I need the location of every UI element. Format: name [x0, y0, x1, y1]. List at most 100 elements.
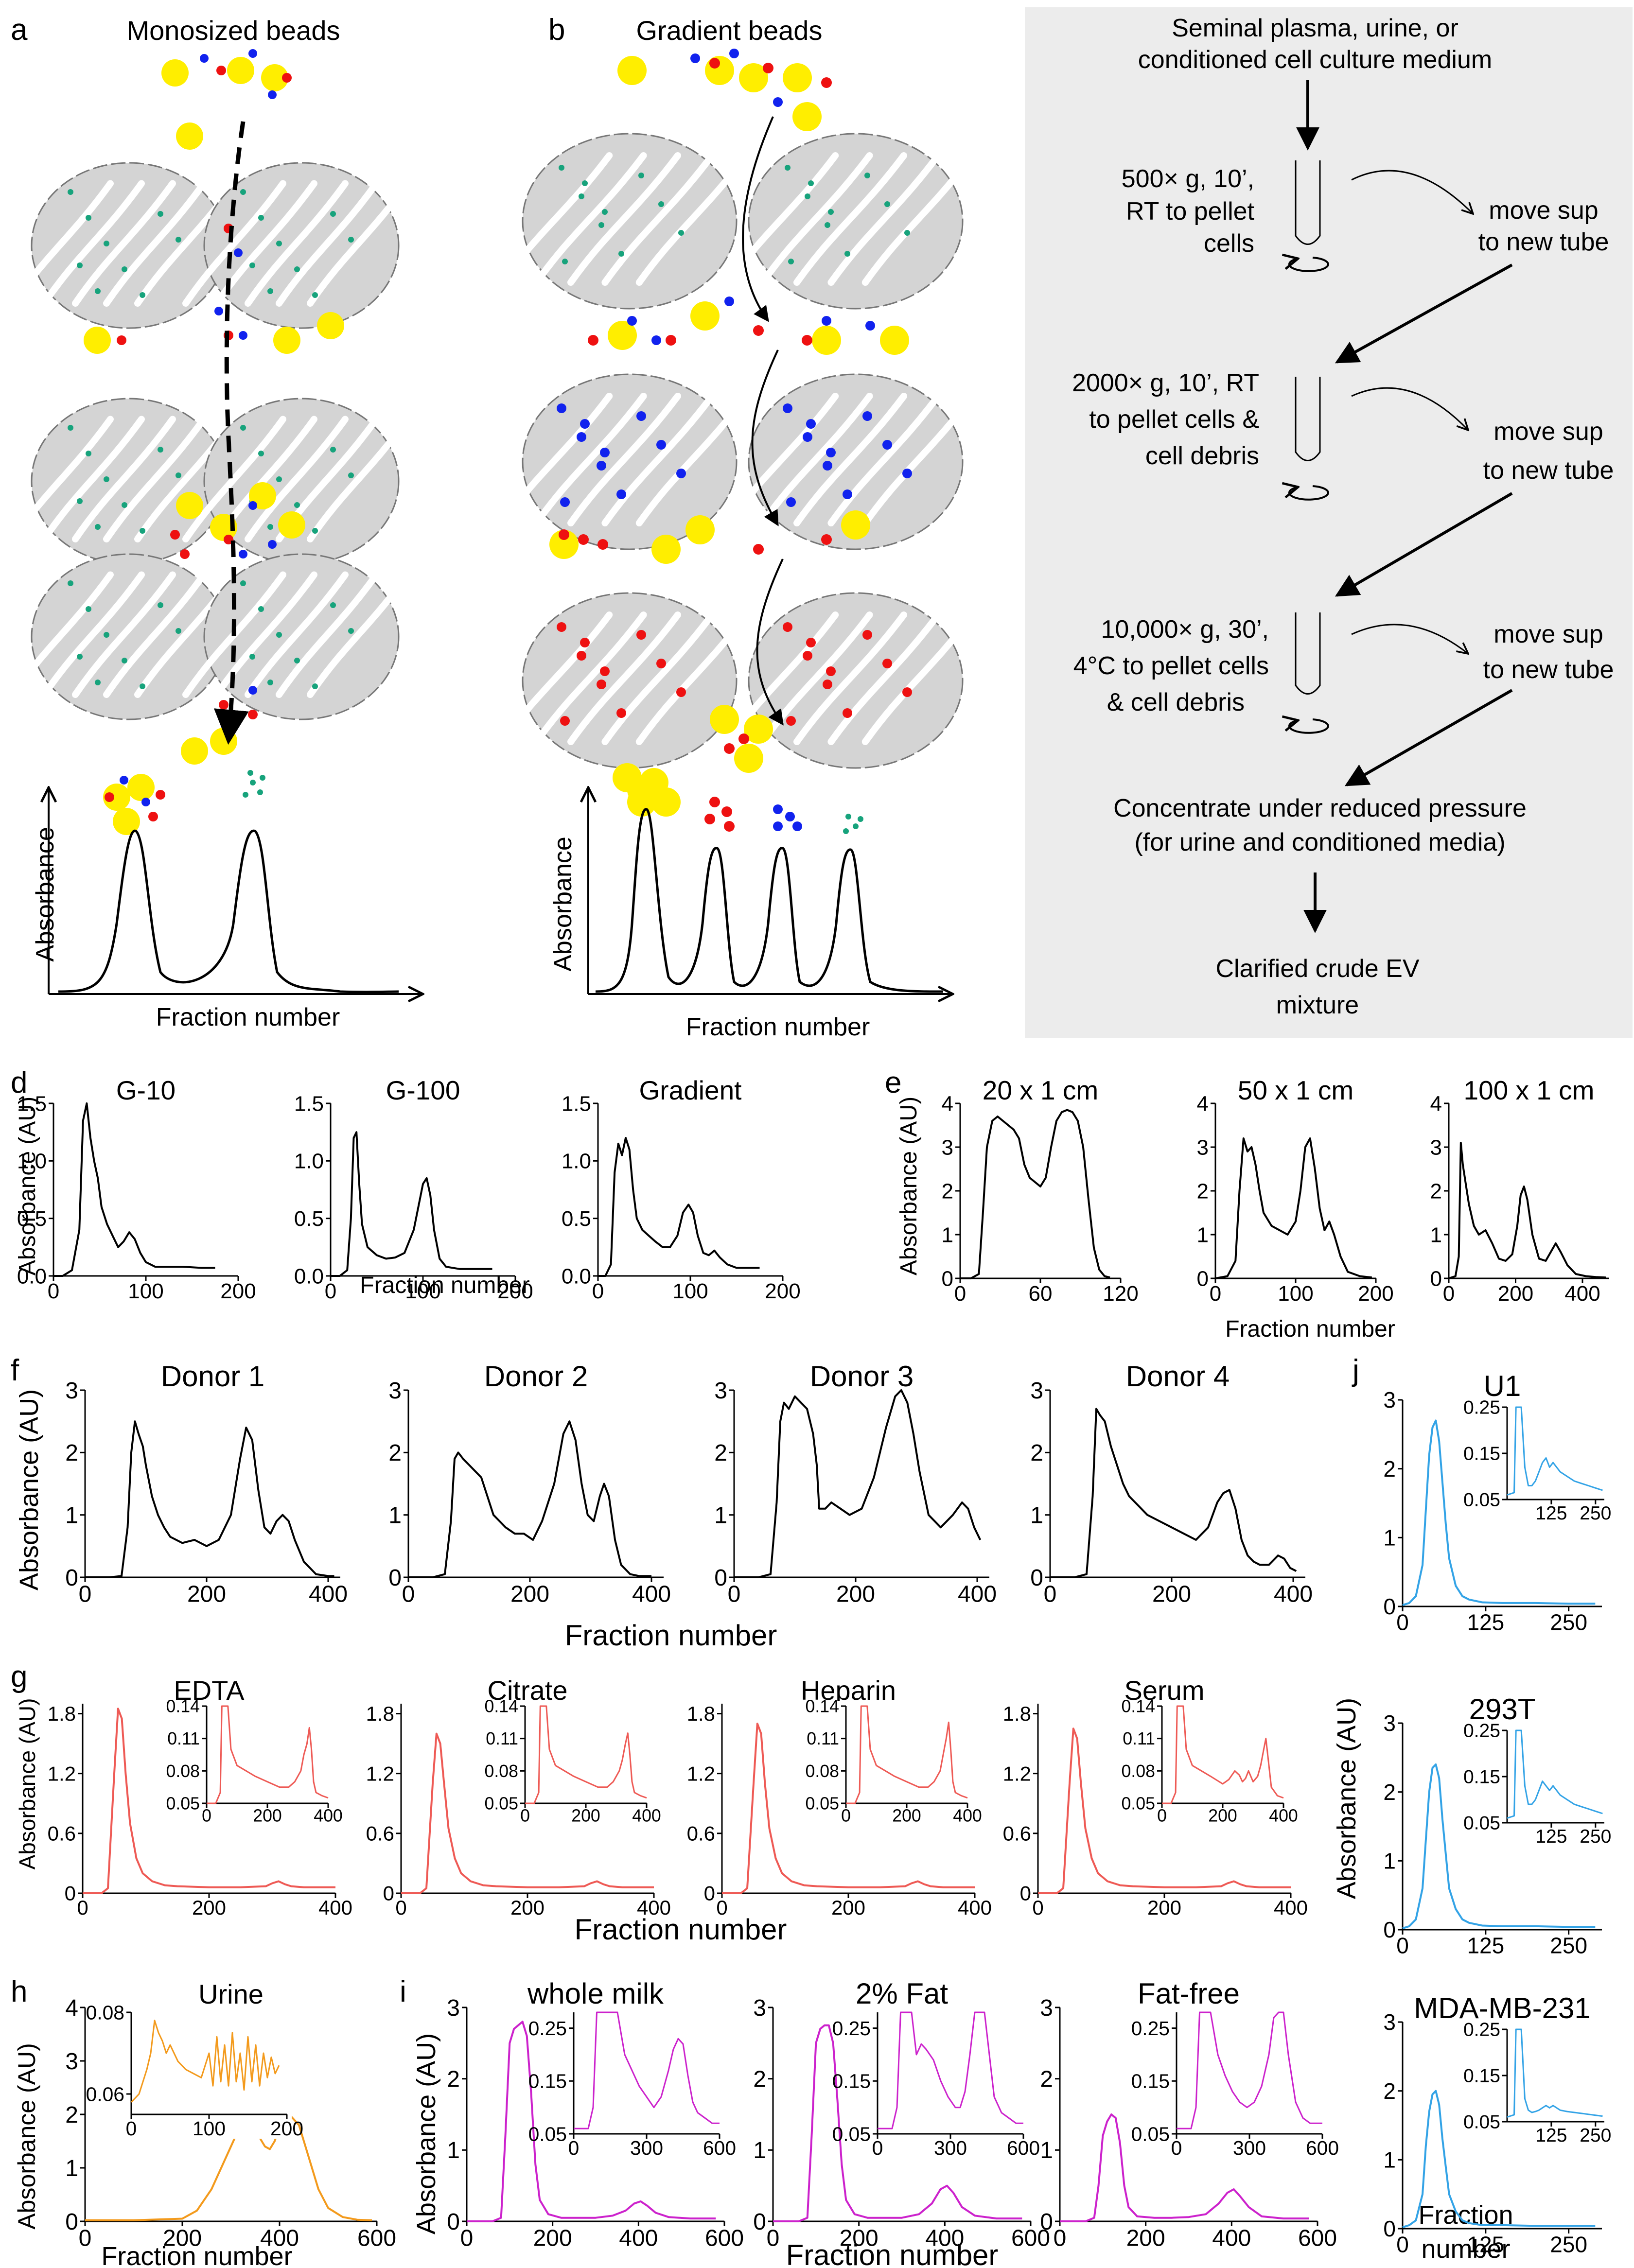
vesicle-yellow [261, 64, 288, 91]
chart-g1-inset-ytick-label: 0.11 [167, 1729, 200, 1748]
chart-i1-ytick-label: 2 [447, 2066, 460, 2092]
protein-blue [651, 335, 661, 345]
chart-f4-xtick-label: 400 [1274, 1581, 1313, 1607]
molecule-dot [656, 659, 666, 668]
panel-c-background [1025, 7, 1633, 1038]
small-molecule-dot [95, 524, 101, 530]
step2-line-1: 2000× g, 10’, RT [1072, 369, 1259, 397]
chart-e1-series-line [960, 1109, 1110, 1279]
molecule-dot [656, 440, 666, 450]
chart-d1: G-10 0.0 0.5 1.0 1.5 0 100 200 [17, 1075, 256, 1303]
chart-j2: 293T 0 1 2 3 0 125 250 0.05 0.15 0.25 125 250 [1383, 1693, 1611, 1958]
vesicle-yellow [608, 321, 637, 350]
chart-j2-title: 293T [1469, 1693, 1536, 1726]
molecule-dot [823, 680, 832, 689]
chart-j3-ytick-label: 2 [1383, 2078, 1396, 2104]
chart-i1-ytick-label: 1 [447, 2138, 460, 2163]
small-molecule-dot [158, 447, 163, 453]
chart-j2-ytick-label: 3 [1383, 1710, 1396, 1736]
chart-d3-series-line [598, 1137, 760, 1277]
chart-d3-xtick-label: 100 [672, 1279, 708, 1303]
schematic-a-xlabel: Fraction number [156, 1003, 340, 1031]
move-sup-1a: move sup [1489, 196, 1598, 225]
protein-blue [120, 776, 128, 785]
chart-j3-inset-xtick-label: 125 [1535, 2125, 1567, 2146]
chart-g3-ytick-label: 0.6 [687, 1822, 715, 1845]
chart-j2-inset-series-line [1507, 1729, 1603, 1819]
chart-i1-xtick-label: 600 [705, 2225, 744, 2251]
flow-path-arrow-b1 [742, 116, 774, 322]
chart-h1-ytick-label: 2 [65, 2102, 78, 2128]
molecule-dot [616, 489, 626, 499]
chart-j1-xtick-label: 125 [1467, 1609, 1504, 1635]
vesicle-yellow [744, 715, 773, 744]
chart-f1-xtick-label: 0 [79, 1581, 92, 1607]
protein-blue [627, 316, 637, 326]
centrifuge-tube-1 [1295, 160, 1321, 245]
molecule-dot [806, 638, 816, 647]
molecule-dot [902, 469, 912, 478]
small-molecule-dot [258, 215, 264, 221]
chart-d1-xtick-label: 100 [128, 1279, 163, 1303]
schematic-b-column [499, 49, 976, 834]
chart-g3-title: Heparin [801, 1675, 896, 1706]
chart-g2-inset-xtick-label: 200 [571, 1806, 600, 1825]
small-molecule-dot [330, 602, 336, 608]
chart-j2-inset-ytick-label: 0.15 [1463, 1767, 1500, 1788]
bead-b-6-pore [793, 611, 907, 745]
molecule-dot [616, 708, 626, 718]
chart-g3-inset-xtick-label: 0 [841, 1806, 851, 1825]
chart-j2-ytick-label: 2 [1383, 1780, 1396, 1805]
molecule-dot [579, 193, 584, 199]
small-molecule-dot [276, 476, 282, 482]
bead-b-6-pore [861, 611, 976, 745]
chart-f2: Donor 2 0 1 2 3 0 200 400 [388, 1360, 671, 1607]
chart-i3-ytick-label: 3 [1040, 1995, 1053, 2021]
bead-b-4-pore [827, 393, 942, 526]
protein-red [821, 534, 832, 545]
bead-a-6-pore [182, 571, 286, 698]
small-molecule-dot [312, 683, 318, 689]
chart-h1: Urine 0 1 2 3 4 0 200 400 600 0.06 0.08 0 100 200 [65, 1979, 396, 2251]
chart-j3-xtick-label: 0 [1396, 2232, 1409, 2257]
molecule-dot [808, 180, 814, 186]
chart-d2-ytick-label: 0.0 [294, 1264, 324, 1288]
chart-g4-xtick-label: 400 [1274, 1896, 1308, 1919]
step3-line-2: 4°C to pellet cells [1073, 652, 1269, 680]
bead-b-4 [748, 373, 964, 550]
protein-blue [865, 321, 875, 331]
small-molecule-dot [853, 823, 859, 829]
move-sup-3a: move sup [1493, 620, 1603, 648]
chart-g3-ytick-label: 1.2 [687, 1762, 715, 1785]
f-ylabel: Absorbance (AU) [15, 1389, 44, 1590]
bead-a-5-pore [41, 571, 145, 698]
chart-g3-inset-ytick-label: 0.11 [807, 1729, 839, 1748]
vesicle-yellow [176, 492, 203, 519]
chart-f3-xtick-label: 0 [728, 1581, 741, 1607]
small-molecule-dot [86, 606, 91, 612]
chart-g1-inset-xtick-label: 0 [202, 1806, 211, 1825]
flow-start-line-2: conditioned cell culture medium [1138, 46, 1492, 74]
chart-f3-xtick-label: 200 [836, 1581, 875, 1607]
protein-red [709, 797, 720, 807]
chart-d1-xtick-label: 200 [220, 1279, 256, 1303]
chart-g4-ytick-label: 0.6 [1003, 1822, 1031, 1845]
h-ylabel: Absorbance (AU) [13, 2043, 40, 2230]
d-xlabel: Fraction number [360, 1273, 529, 1298]
chart-d2-ytick-label: 1.0 [294, 1150, 324, 1173]
small-molecule-dot [276, 632, 282, 638]
panel-c-flowchart: Seminal plasma, urine, or conditioned ce… [1025, 7, 1633, 1038]
vesicle-yellow [710, 705, 739, 734]
chart-i1-inset-ytick-label: 0.15 [528, 2070, 567, 2093]
spin-arrow-2 [1289, 486, 1329, 501]
panel-label-d: d [11, 1066, 27, 1099]
chart-i3-xtick-label: 0 [1054, 2225, 1067, 2251]
chart-i2-xtick-label: 0 [767, 2225, 780, 2251]
chart-g3-inset-xtick-label: 200 [892, 1806, 921, 1825]
panel-label-j: j [1352, 1354, 1359, 1387]
protein-blue [214, 307, 223, 315]
protein-red [802, 335, 812, 346]
chart-j3-ytick-label: 0 [1383, 2216, 1396, 2241]
chart-e3-ytick-label: 0 [1430, 1267, 1442, 1291]
chart-f2-title: Donor 2 [484, 1360, 588, 1393]
